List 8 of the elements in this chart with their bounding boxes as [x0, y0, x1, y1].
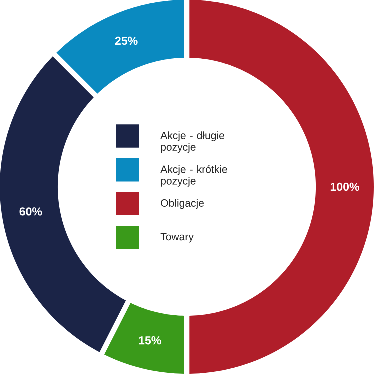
data-label: 60%	[20, 208, 42, 216]
legend-label: Akcje - długie pozycje	[160, 132, 224, 154]
data-label: 100%	[330, 182, 360, 192]
data-label: 25%	[115, 36, 138, 46]
legend-label: Obligacje	[161, 199, 204, 210]
legend-label: Towary	[160, 233, 194, 243]
data-label: 15%	[139, 336, 162, 345]
legend-label: Akcje - krótkie pozycje	[160, 165, 228, 187]
